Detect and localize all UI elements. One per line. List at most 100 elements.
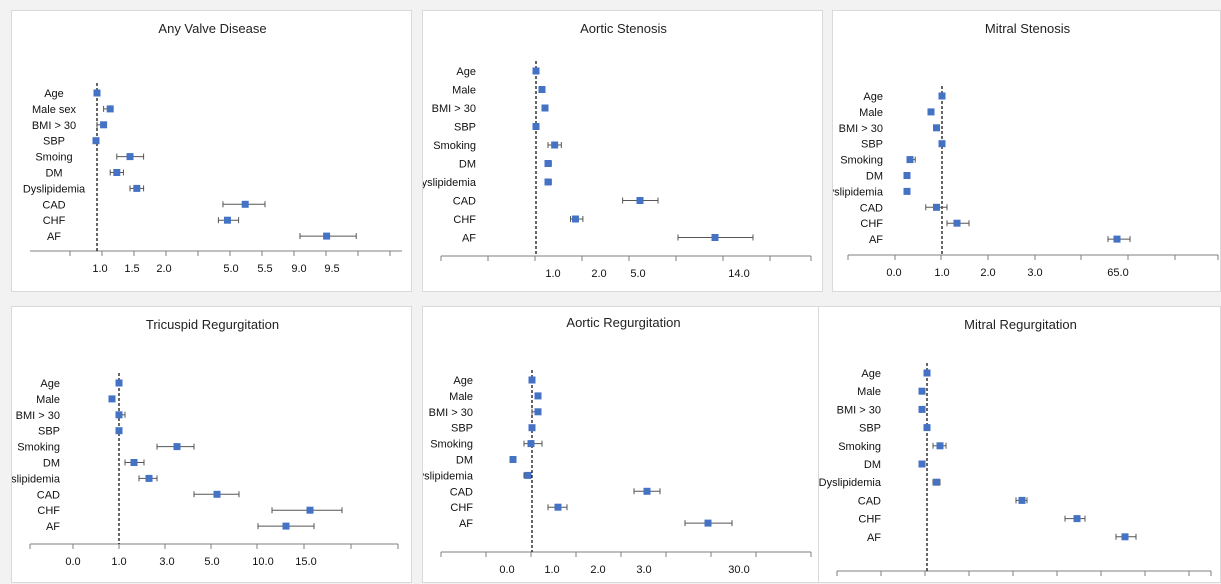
- row-label: SBP: [43, 136, 65, 148]
- row-label: SBP: [451, 423, 473, 435]
- row-label: Age: [861, 368, 881, 380]
- row-label: DM: [45, 168, 62, 180]
- data-point: [213, 490, 221, 498]
- x-tick-label: 1.0: [934, 267, 949, 279]
- chart-title: Mitral Regurgitation: [964, 317, 1077, 332]
- row-label: Male: [449, 391, 473, 403]
- row-label: Smoking: [840, 155, 883, 167]
- x-tick-label: 30.0: [728, 564, 749, 576]
- data-point: [643, 487, 651, 495]
- data-point: [704, 519, 712, 527]
- row-label: Male: [859, 107, 883, 119]
- data-point: [524, 471, 532, 479]
- row-label: Smoing: [35, 152, 72, 164]
- data-point: [126, 153, 134, 161]
- row-label: DM: [866, 171, 883, 183]
- x-tick-label: 3.0: [636, 564, 651, 576]
- row-label: CHF: [860, 218, 883, 230]
- data-point: [938, 92, 946, 100]
- data-point: [534, 408, 542, 416]
- row-label: Dyslipidemia: [423, 470, 474, 482]
- data-point: [933, 124, 940, 132]
- x-tick-label: 2.0: [590, 564, 605, 576]
- row-label: Male: [36, 394, 60, 406]
- x-tick-label: 15.0: [295, 556, 316, 568]
- row-label: AF: [46, 521, 60, 533]
- x-tick-label: 65.0: [1107, 267, 1128, 279]
- row-label: DM: [43, 458, 60, 470]
- row-label: CHF: [858, 514, 881, 526]
- row-label: SBP: [454, 122, 476, 134]
- row-label: Dyslipidemia: [12, 473, 61, 485]
- row-label: Dyslipidemia: [423, 177, 477, 189]
- data-point: [223, 216, 231, 224]
- row-label: Age: [40, 378, 60, 390]
- x-tick-label: 2.0: [156, 263, 171, 275]
- data-point: [923, 369, 931, 377]
- data-point: [554, 503, 562, 511]
- data-point: [115, 427, 123, 435]
- data-point: [527, 440, 535, 448]
- data-point: [918, 387, 926, 395]
- row-label: Smoking: [838, 441, 881, 453]
- row-label: CAD: [450, 486, 473, 498]
- data-point: [1018, 496, 1026, 504]
- chart-svg: Mitral Regurgitation0.01.02.04.05.025.0A…: [819, 317, 1212, 584]
- row-label: Age: [453, 375, 473, 387]
- data-point: [130, 459, 138, 466]
- data-point: [544, 178, 552, 186]
- data-point: [528, 424, 536, 432]
- row-label: AF: [462, 233, 476, 245]
- row-label: SBP: [38, 426, 60, 438]
- data-point: [927, 108, 935, 116]
- data-point: [306, 506, 314, 514]
- row-label: Male: [857, 386, 881, 398]
- x-tick-label: 0.0: [886, 267, 901, 279]
- row-label: Smoking: [433, 140, 476, 152]
- data-point: [113, 169, 121, 176]
- data-point: [509, 456, 517, 463]
- x-tick-label: 0.0: [65, 556, 80, 568]
- row-label: Dyslipidemia: [23, 183, 86, 195]
- data-point: [541, 104, 549, 112]
- chart-title: Aortic Stenosis: [580, 21, 667, 36]
- data-point: [93, 89, 101, 97]
- row-label: CHF: [43, 215, 66, 227]
- data-point: [115, 411, 123, 419]
- row-label: DM: [459, 159, 476, 171]
- x-tick-label: 1.5: [124, 263, 139, 275]
- data-point: [903, 172, 911, 179]
- chart-title: Mitral Stenosis: [985, 21, 1071, 36]
- row-label: BMI > 30: [432, 103, 476, 115]
- x-tick-label: 0.0: [499, 564, 514, 576]
- data-point: [551, 141, 559, 149]
- panel-mitral-regurgitation: Mitral Regurgitation0.01.02.04.05.025.0A…: [818, 306, 1221, 584]
- x-tick-label: 5.5: [257, 263, 272, 275]
- data-point: [923, 424, 931, 432]
- x-tick-label: 9.0: [291, 263, 306, 275]
- data-point: [1121, 533, 1129, 541]
- data-point: [906, 156, 914, 164]
- data-point: [711, 234, 719, 241]
- data-point: [323, 232, 331, 240]
- row-label: CHF: [450, 502, 473, 514]
- x-tick-label: 5.0: [630, 268, 645, 280]
- row-label: CAD: [858, 495, 881, 507]
- data-point: [1073, 515, 1081, 523]
- data-point: [918, 460, 926, 468]
- data-point: [933, 478, 940, 486]
- chart-title: Any Valve Disease: [158, 21, 266, 36]
- row-label: SBP: [859, 423, 881, 435]
- row-label: CAD: [42, 199, 65, 211]
- data-point: [241, 200, 249, 208]
- data-point: [918, 405, 926, 413]
- row-label: Smoking: [430, 439, 473, 451]
- x-tick-label: 3.0: [159, 556, 174, 568]
- row-label: AF: [47, 231, 61, 243]
- data-point: [145, 474, 153, 482]
- data-point: [173, 443, 181, 451]
- row-label: BMI > 30: [837, 404, 881, 416]
- data-point: [532, 123, 540, 130]
- data-point: [528, 376, 536, 384]
- data-point: [106, 105, 114, 113]
